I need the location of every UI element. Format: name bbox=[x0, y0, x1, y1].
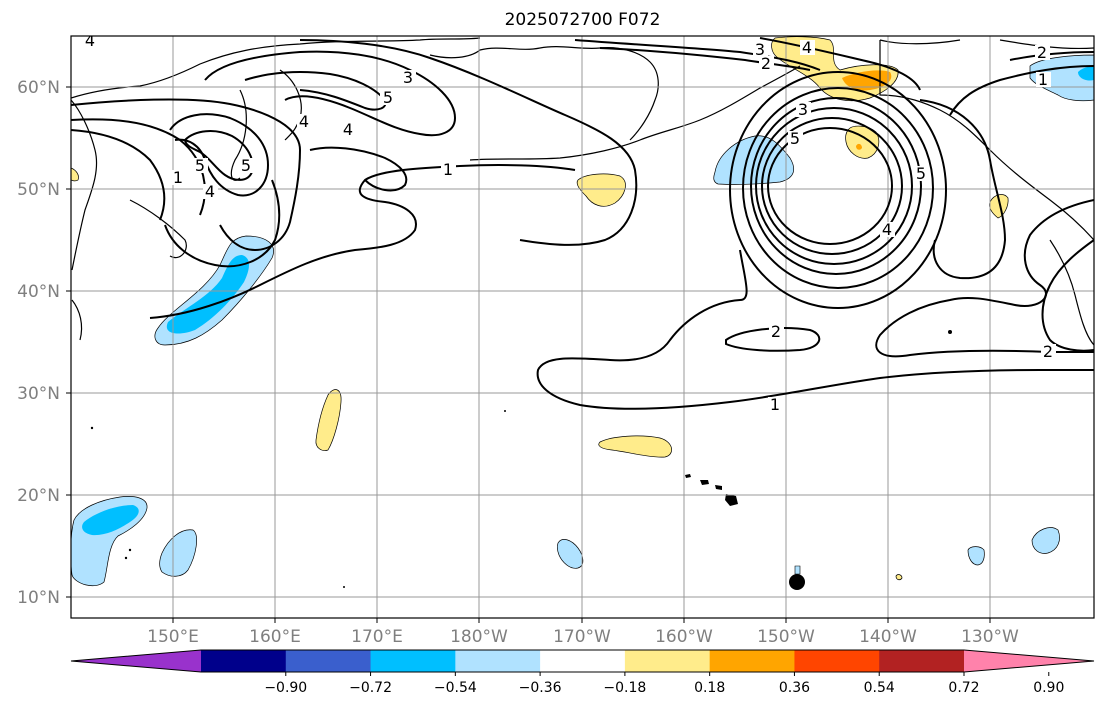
contour-label: 5 bbox=[916, 164, 926, 183]
colorbar-tick-label: −0.90 bbox=[264, 680, 307, 696]
contour-label: 2 bbox=[761, 54, 771, 73]
contour-label: 1 bbox=[443, 160, 453, 179]
lon-label: 150°W bbox=[757, 627, 815, 647]
colorbar-segment bbox=[879, 650, 965, 672]
islands bbox=[90, 330, 952, 588]
anomaly-cyan-nw-band bbox=[166, 255, 249, 334]
lat-labels: 60°N 50°N 40°N 30°N 20°N 10°N bbox=[17, 78, 60, 608]
contour-label: 1 bbox=[173, 168, 183, 187]
colorbar-segment bbox=[540, 650, 626, 672]
colorbar-segment bbox=[285, 650, 372, 672]
contour-label: 4 bbox=[299, 112, 309, 131]
lon-labels: 150°E 160°E 170°E 180°W 170°W 160°W 150°… bbox=[147, 627, 1019, 647]
location-marker bbox=[789, 574, 805, 590]
lat-label: 30°N bbox=[17, 384, 60, 404]
contour-labels: 4 3 5 4 5 4 1 5 3 4 2 3 5 5 4 2 1 2 1 2 … bbox=[85, 31, 1053, 414]
lon-label: 160°W bbox=[655, 627, 713, 647]
contour-label: 1 bbox=[770, 395, 780, 414]
contour-label: 5 bbox=[383, 88, 393, 107]
contour-label: 1 bbox=[1038, 70, 1048, 89]
colorbar-tick-label: 0.72 bbox=[948, 680, 979, 696]
colorbar-tick-label: −0.72 bbox=[349, 680, 392, 696]
map-title: 2025072700 F072 bbox=[504, 10, 661, 30]
contour-label: 4 bbox=[343, 120, 353, 139]
colorbar-outline bbox=[70, 649, 1095, 673]
colorbar-segment bbox=[624, 650, 711, 672]
anomaly-yellow-coast bbox=[989, 194, 1009, 219]
contour-label: 4 bbox=[205, 182, 215, 201]
anomaly-orange-alaska bbox=[842, 70, 892, 91]
contour-label: 4 bbox=[882, 220, 892, 239]
colorbar-tick-label: −0.54 bbox=[434, 680, 477, 696]
island-marker-north bbox=[794, 565, 801, 575]
lon-label: 130°W bbox=[961, 627, 1019, 647]
contour-label-halos bbox=[83, 36, 1056, 412]
contour-label: 3 bbox=[798, 100, 808, 119]
colorbar-tick-label: 0.90 bbox=[1033, 680, 1064, 696]
lon-label: 170°E bbox=[351, 627, 403, 647]
colorbar-extend-high bbox=[964, 650, 1094, 672]
lat-label: 10°N bbox=[17, 588, 60, 608]
anomaly-blue-east1 bbox=[967, 546, 985, 566]
contour-label: 2 bbox=[771, 322, 781, 341]
contour-label: 5 bbox=[241, 156, 251, 175]
anomaly-blue-tropical bbox=[556, 539, 584, 569]
colorbar-segment bbox=[455, 650, 541, 672]
colorbar-segment bbox=[709, 650, 795, 672]
anomaly-yellow-hawaii bbox=[598, 435, 672, 458]
contour-label: 5 bbox=[790, 129, 800, 148]
colorbar-tick-label: 0.54 bbox=[864, 680, 895, 696]
anomaly-blue-east2 bbox=[1031, 527, 1060, 554]
anomaly-yellow-small bbox=[895, 574, 903, 581]
contour-label: 5 bbox=[195, 156, 205, 175]
colorbar-tick-label: 0.18 bbox=[694, 680, 725, 696]
lat-label: 20°N bbox=[17, 486, 60, 506]
contours bbox=[71, 37, 1094, 410]
lat-label: 60°N bbox=[17, 78, 60, 98]
colorbar-extend-low bbox=[71, 650, 201, 672]
lon-label: 150°E bbox=[147, 627, 199, 647]
colorbar-tick-label: −0.36 bbox=[519, 680, 562, 696]
anomaly-cyan-sw bbox=[82, 505, 139, 536]
lat-label: 40°N bbox=[17, 282, 60, 302]
lat-axis bbox=[66, 86, 71, 598]
colorbar-segment bbox=[201, 650, 287, 672]
lon-label: 180°W bbox=[450, 627, 508, 647]
anomaly-yellow-dateline bbox=[576, 173, 626, 207]
colorbar: −0.90 −0.72 −0.54 −0.36 −0.18 0.18 0.36 0.54 0.7… bbox=[70, 649, 1095, 696]
colorbar-segment bbox=[370, 650, 456, 672]
contour-label: 4 bbox=[802, 38, 812, 57]
lon-label: 160°E bbox=[249, 627, 301, 647]
contour-label: 3 bbox=[403, 68, 413, 87]
lon-label: 170°W bbox=[553, 627, 611, 647]
anomaly-cyan-ne bbox=[1078, 66, 1094, 81]
lon-axis bbox=[172, 618, 991, 623]
contour-label: 2 bbox=[1037, 43, 1047, 62]
colorbar-segment bbox=[794, 650, 880, 672]
anomaly-blue-sw2 bbox=[159, 529, 197, 577]
colorbar-tick-label: 0.36 bbox=[779, 680, 810, 696]
contour-label: 4 bbox=[85, 31, 95, 50]
lat-label: 50°N bbox=[17, 180, 60, 200]
colorbar-tick-label: −0.18 bbox=[603, 680, 646, 696]
contour-label: 2 bbox=[1043, 342, 1053, 361]
lon-label: 140°W bbox=[859, 627, 917, 647]
anomaly-orange-gulf bbox=[856, 143, 862, 150]
contour-label: 3 bbox=[755, 40, 765, 59]
